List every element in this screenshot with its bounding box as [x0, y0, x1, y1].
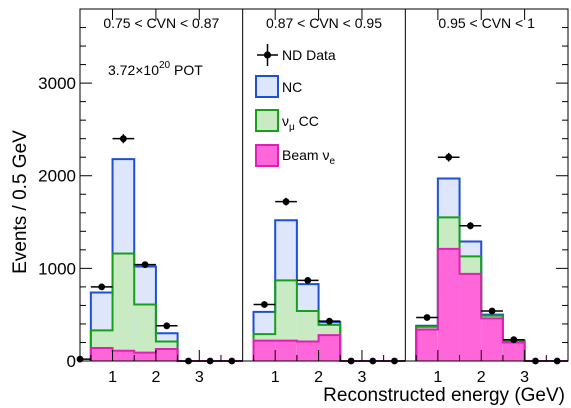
legend-beamnue-nu: Beam ν — [282, 147, 329, 163]
pot-base: 3.72×10 — [108, 62, 159, 78]
data-point-p3-1 — [445, 153, 453, 161]
legend-numucc-suffix: CC — [295, 113, 319, 129]
legend-data-label: ND Data — [282, 47, 336, 63]
beamnue-bar-p2-b2 — [275, 340, 297, 361]
numucc-bar-p1-b3 — [134, 304, 156, 361]
legend-numucc-label: νμ CC — [282, 113, 319, 133]
legend-numucc-sub: μ — [289, 122, 295, 133]
legend-data-marker — [263, 51, 272, 59]
x-tick-label-p1-0: 1 — [108, 369, 117, 386]
data-point-p2-2 — [304, 277, 312, 284]
beamnue-bar-p1-b1 — [90, 348, 113, 361]
legend: ND Data NC νμ CC Beam νe — [255, 44, 336, 167]
x-tick-label-p1-1: 2 — [151, 369, 160, 386]
legend-numucc-swatch — [255, 109, 279, 132]
beamnue-bar-p2-b1 — [253, 340, 276, 361]
legend-item-data: ND Data — [257, 44, 336, 66]
data-point-p3-0 — [423, 314, 431, 321]
pot-exponent: 20 — [159, 60, 171, 71]
pot-unit: POT — [170, 62, 203, 78]
data-point-p1-2 — [119, 135, 127, 143]
panel-3 — [415, 177, 568, 362]
data-point-p3-2 — [467, 222, 474, 230]
beamnue-bar-p2-b4 — [318, 335, 341, 361]
x-tick-label-p3-2: 3 — [520, 369, 529, 386]
panel-label-2: 0.87 < CVN < 0.95 — [266, 15, 382, 31]
panel-label-3: 0.95 < CVN < 1 — [438, 15, 535, 31]
data-point-p3-3 — [488, 307, 496, 315]
x-tick-label-p2-0: 1 — [271, 369, 280, 386]
beamnue-bar-p1-b3 — [134, 352, 156, 361]
y-tick-label-2: 2000 — [38, 167, 76, 186]
x-tick-label-p1-2: 3 — [195, 369, 204, 386]
beamnue-bar-p3-b4 — [481, 318, 503, 361]
y-tick-label-0: 0 — [67, 352, 76, 371]
legend-nc-label: NC — [282, 79, 302, 95]
beamnue-bar-p3-b1 — [416, 329, 438, 361]
numucc-bar-p1-b2 — [112, 253, 135, 361]
legend-nc-swatch — [255, 75, 279, 98]
x-tick-label-p3-0: 1 — [433, 369, 442, 386]
data-point-p1-1 — [98, 283, 106, 291]
x-axis-title: Reconstructed energy (GeV) — [323, 385, 565, 406]
data-point-p3-4 — [510, 336, 518, 344]
legend-item-numucc: νμ CC — [255, 109, 319, 133]
histogram-layer — [89, 158, 568, 362]
beamnue-bar-p1-b2 — [112, 350, 135, 361]
legend-beamnue-label: Beam νe — [282, 147, 335, 167]
legend-numucc-nu: ν — [282, 113, 289, 129]
beamnue-bar-p3-b3 — [459, 273, 482, 361]
beamnue-bar-p3-b5 — [502, 342, 525, 361]
y-axis-title: Events / 0.5 GeV — [10, 130, 31, 274]
legend-item-beamnue: Beam νe — [255, 144, 335, 167]
y-tick-label-1: 1000 — [38, 259, 76, 278]
y-tick-label-3: 3000 — [38, 74, 76, 93]
beamnue-bar-p1-b4 — [155, 348, 178, 361]
axes-layer: 0.75 < CVN < 0.87 1 2 3 0.87 < CVN < 0.95 1 2 3… — [38, 8, 569, 386]
legend-beamnue-swatch — [255, 144, 279, 167]
x-tick-label-p3-1: 2 — [477, 369, 486, 386]
pot-label: 3.72×1020 POT — [108, 60, 203, 78]
x-tick-label-p2-1: 2 — [314, 369, 323, 386]
panel-label-1: 0.75 < CVN < 0.87 — [103, 15, 219, 31]
data-point-p2-1 — [282, 198, 290, 206]
data-point-p2-3 — [326, 317, 333, 325]
legend-beamnue-sub: e — [329, 156, 335, 167]
panel-1 — [89, 158, 243, 362]
x-tick-label-p2-2: 3 — [358, 369, 367, 386]
beamnue-bar-p2-b3 — [296, 341, 319, 361]
legend-item-nc: NC — [255, 75, 302, 98]
beamnue-bar-p3-b2 — [437, 248, 460, 361]
plot-frame — [79, 8, 569, 362]
data-point-p1-4 — [163, 322, 171, 330]
data-point-p1-3 — [141, 261, 149, 269]
data-point-p2-0 — [260, 301, 268, 308]
panel-2 — [252, 219, 406, 362]
